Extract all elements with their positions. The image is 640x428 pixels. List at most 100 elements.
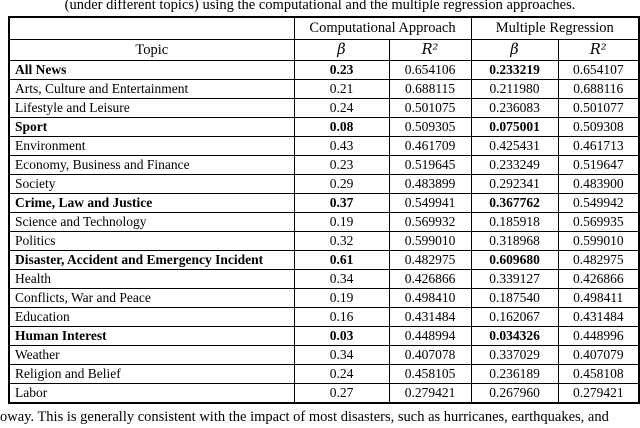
ca-r2-cell: 0.448994 [388,326,472,346]
ca-beta-cell: 0.21 [293,79,390,99]
table-row: Arts, Culture and Entertainment 0.21 0.688… [8,79,640,99]
mr-r2-cell: 0.483900 [557,174,640,194]
mr-beta-cell: 0.211980 [470,79,559,99]
mr-r2-cell: 0.458108 [557,364,640,384]
mr-beta-cell: 0.367762 [470,193,559,213]
ca-beta-cell: 0.27 [293,383,390,404]
mr-r2-cell: 0.569935 [557,212,640,232]
group-header-regression: Multiple Regression [470,16,640,40]
ca-r2-cell: 0.569932 [388,212,472,232]
ca-beta-cell: 0.03 [293,326,390,346]
topic-cell: Lifestyle and Leisure [8,98,295,118]
mr-beta-cell: 0.233219 [470,60,559,80]
table-row: Labor 0.27 0.279421 0.267960 0.279421 [8,383,640,404]
ca-r2-cell: 0.498410 [388,288,472,308]
ca-r2-cell: 0.654106 [388,60,472,80]
mr-beta-cell: 0.609680 [470,250,559,270]
topic-cell: Crime, Law and Justice [8,193,295,213]
ca-beta-column-header: β [293,39,390,61]
table-row: Politics 0.32 0.599010 0.318968 0.599010 [8,231,640,251]
mr-beta-cell: 0.267960 [470,383,559,404]
topic-column-header: Topic [8,39,295,61]
topic-cell: Disaster, Accident and Emergency Inciden… [8,250,295,270]
ca-r2-cell: 0.431484 [388,307,472,327]
ca-beta-cell: 0.37 [293,193,390,213]
table-row: Sport 0.08 0.509305 0.075001 0.509308 [8,117,640,137]
table-row: Education 0.16 0.431484 0.162067 0.431484 [8,307,640,327]
mr-r2-cell: 0.461713 [557,136,640,156]
body-text-fragment: oway. This is generally consistent with … [0,409,609,425]
mr-beta-cell: 0.292341 [470,174,559,194]
topic-cell: Weather [8,345,295,365]
table-row: Crime, Law and Justice 0.37 0.549941 0.3677… [8,193,640,213]
table-body: All News 0.23 0.654106 0.233219 0.654107 Arts… [8,60,640,404]
mr-beta-cell: 0.185918 [470,212,559,232]
ca-r2-cell: 0.509305 [388,117,472,137]
mr-r2-cell: 0.599010 [557,231,640,251]
table-row: Lifestyle and Leisure 0.24 0.501075 0.23608… [8,98,640,118]
mr-beta-cell: 0.187540 [470,288,559,308]
ca-beta-cell: 0.24 [293,364,390,384]
ca-r2-cell: 0.483899 [388,174,472,194]
results-table: Computational Approach Multiple Regressi… [8,16,640,404]
ca-r2-cell: 0.407078 [388,345,472,365]
mr-beta-cell: 0.337029 [470,345,559,365]
mr-r2-cell: 0.509308 [557,117,640,137]
topic-header-spacer [8,16,295,40]
ca-r2-cell: 0.549941 [388,193,472,213]
ca-r2-cell: 0.279421 [388,383,472,404]
ca-r2-cell: 0.688115 [388,79,472,99]
topic-cell: Society [8,174,295,194]
ca-r2-cell: 0.501075 [388,98,472,118]
ca-r2-cell: 0.519645 [388,155,472,175]
table-row: Economy, Business and Finance 0.23 0.51964… [8,155,640,175]
mr-beta-column-header: β [470,39,559,61]
mr-r2-cell: 0.448996 [557,326,640,346]
table-row: Religion and Belief 0.24 0.458105 0.236189 0… [8,364,640,384]
ca-r2-cell: 0.482975 [388,250,472,270]
mr-beta-cell: 0.236189 [470,364,559,384]
mr-r2-cell: 0.519647 [557,155,640,175]
mr-r2-cell: 0.431484 [557,307,640,327]
ca-beta-cell: 0.34 [293,345,390,365]
table-row: Environment 0.43 0.461709 0.425431 0.461713 [8,136,640,156]
table-caption: (under different topics) using the compu… [64,0,576,13]
ca-r2-cell: 0.426866 [388,269,472,289]
topic-cell: Education [8,307,295,327]
mr-r2-cell: 0.688116 [557,79,640,99]
mr-r2-column-header: R² [557,39,640,61]
table-row: All News 0.23 0.654106 0.233219 0.654107 [8,60,640,80]
ca-r2-column-header: R² [388,39,472,61]
ca-r2-cell: 0.461709 [388,136,472,156]
mr-r2-cell: 0.482975 [557,250,640,270]
table-row: Conflicts, War and Peace 0.19 0.498410 0.18… [8,288,640,308]
mr-beta-cell: 0.034326 [470,326,559,346]
ca-beta-cell: 0.24 [293,98,390,118]
topic-cell: Human Interest [8,326,295,346]
topic-cell: Politics [8,231,295,251]
mr-r2-cell: 0.279421 [557,383,640,404]
table-row: Disaster, Accident and Emergency Inciden… [8,250,640,270]
topic-cell: Health [8,269,295,289]
ca-beta-cell: 0.34 [293,269,390,289]
ca-r2-cell: 0.599010 [388,231,472,251]
topic-cell: Religion and Belief [8,364,295,384]
table-row: Weather 0.34 0.407078 0.337029 0.407079 [8,345,640,365]
mr-r2-cell: 0.654107 [557,60,640,80]
table-row: Science and Technology 0.19 0.569932 0.1859… [8,212,640,232]
mr-beta-cell: 0.236083 [470,98,559,118]
table-row: Health 0.34 0.426866 0.339127 0.426866 [8,269,640,289]
mr-r2-cell: 0.549942 [557,193,640,213]
ca-beta-cell: 0.23 [293,60,390,80]
topic-cell: Sport [8,117,295,137]
table-row: Human Interest 0.03 0.448994 0.034326 0.4489… [8,326,640,346]
mr-beta-cell: 0.233249 [470,155,559,175]
column-header-row: Topic β R² β R² [8,39,640,61]
ca-beta-cell: 0.32 [293,231,390,251]
ca-beta-cell: 0.29 [293,174,390,194]
ca-beta-cell: 0.19 [293,288,390,308]
ca-beta-cell: 0.08 [293,117,390,137]
ca-r2-cell: 0.458105 [388,364,472,384]
mr-r2-cell: 0.407079 [557,345,640,365]
topic-cell: Arts, Culture and Entertainment [8,79,295,99]
